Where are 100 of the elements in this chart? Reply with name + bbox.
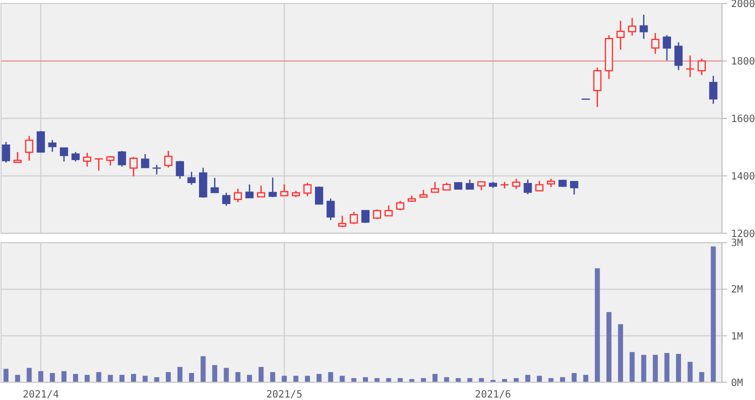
- bar: [270, 372, 276, 382]
- bar: [235, 372, 240, 382]
- candlestick: [187, 171, 196, 186]
- candlestick: [350, 211, 358, 225]
- bar: [131, 374, 136, 382]
- x-tick-label: 2021/4: [22, 389, 59, 400]
- bar: [84, 374, 90, 382]
- candlestick: [512, 178, 520, 190]
- bar: [467, 378, 472, 382]
- bar: [502, 379, 508, 382]
- candlestick: [176, 160, 184, 180]
- bar: [594, 268, 600, 382]
- bar: [456, 378, 461, 382]
- y-tick-label: 1M: [731, 331, 744, 342]
- y-tick-label: 3M: [731, 238, 744, 250]
- bar: [606, 312, 612, 382]
- candlestick: [268, 176, 277, 198]
- bar: [282, 376, 287, 382]
- x-tick-label: 2021/6: [474, 389, 512, 400]
- candlestick: [698, 58, 706, 76]
- bar: [316, 374, 322, 382]
- candlestick: [686, 54, 694, 78]
- candlestick: [25, 135, 34, 162]
- bar: [26, 368, 32, 382]
- candlestick: [466, 178, 474, 190]
- bar: [398, 378, 403, 382]
- y-tick-label: 2M: [731, 284, 744, 296]
- candlestick: [141, 153, 150, 168]
- candlestick: [210, 177, 219, 194]
- bar: [61, 371, 66, 382]
- candlestick: [222, 192, 230, 206]
- bar: [664, 352, 670, 382]
- candlestick: [245, 184, 254, 199]
- bar: [699, 372, 704, 382]
- candlestick: [535, 180, 544, 192]
- bar: [212, 365, 218, 382]
- candlestick: [48, 139, 56, 152]
- candlestick: [361, 210, 370, 224]
- candlestick: [71, 151, 80, 162]
- candlestick: [13, 151, 22, 163]
- candlestick: [430, 181, 440, 193]
- y-tick-label: 1400: [731, 171, 755, 182]
- candlestick: [106, 155, 114, 166]
- candlestick: [651, 32, 660, 54]
- candlestick: [94, 158, 103, 172]
- candlestick: [384, 204, 393, 216]
- bar: [652, 354, 658, 382]
- bar: [189, 372, 194, 382]
- bar: [572, 372, 577, 382]
- bar: [386, 378, 392, 382]
- bar: [119, 374, 124, 382]
- bar: [304, 376, 310, 382]
- candlestick: [129, 156, 138, 178]
- candlestick: [326, 198, 335, 221]
- y-tick-label: 0M: [731, 378, 744, 389]
- bar: [420, 378, 426, 382]
- bar: [258, 366, 264, 382]
- bar: [200, 356, 206, 382]
- candlestick: [152, 164, 161, 176]
- bar: [514, 378, 519, 382]
- candlestick: [60, 147, 68, 162]
- bar: [166, 372, 171, 382]
- candlestick: [396, 200, 404, 211]
- candlestick: [280, 184, 288, 196]
- bar: [618, 324, 624, 382]
- bar: [293, 376, 298, 382]
- candlestick: [570, 180, 578, 196]
- candlestick: [372, 208, 382, 220]
- bar: [583, 374, 588, 382]
- candlestick: [256, 184, 266, 198]
- candlestick: [314, 186, 324, 205]
- bar: [560, 377, 566, 382]
- candlestick: [164, 150, 172, 168]
- bar: [676, 354, 682, 382]
- bar: [374, 378, 380, 382]
- candlestick: [593, 66, 602, 108]
- bar: [536, 376, 542, 382]
- candlestick: [118, 150, 126, 168]
- candlestick: [338, 215, 346, 228]
- bar: [96, 372, 102, 382]
- candlestick: [199, 167, 208, 198]
- bar: [710, 246, 716, 382]
- bar: [246, 374, 252, 382]
- bar: [154, 377, 160, 382]
- candlestick: [662, 34, 672, 62]
- bar: [478, 378, 484, 382]
- y-tick-label: 1200: [731, 228, 755, 240]
- bar: [38, 371, 44, 382]
- candlestick: [616, 20, 625, 50]
- bar: [340, 376, 345, 382]
- bar: [362, 377, 368, 382]
- bar: [641, 354, 646, 382]
- bar: [224, 368, 229, 382]
- candlestick: [628, 17, 636, 36]
- bar: [15, 374, 20, 382]
- y-tick-label: 1600: [731, 114, 755, 125]
- bar: [50, 372, 55, 382]
- candlestick: [303, 182, 312, 197]
- x-tick-label: 2021/5: [266, 389, 302, 400]
- candlestick: [36, 130, 45, 154]
